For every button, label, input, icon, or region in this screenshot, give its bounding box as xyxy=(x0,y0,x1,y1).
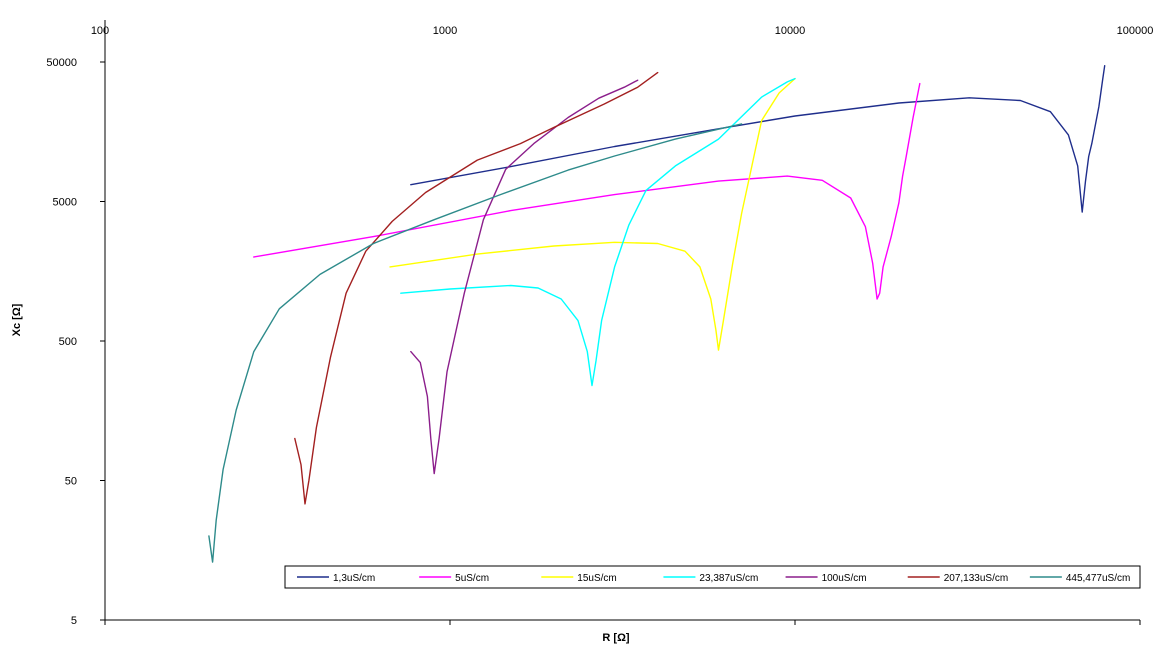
legend-label: 23,387uS/cm xyxy=(699,573,758,584)
legend: 1,3uS/cm 5uS/cm 15uS/cm 23,387uS/cm 100uS/cm… xyxy=(284,565,1141,589)
x-tick-label: 10000 xyxy=(775,25,806,37)
series-line-3 xyxy=(389,77,796,351)
series-line-2 xyxy=(253,82,921,300)
legend-box xyxy=(284,565,1141,589)
x-tick-label: 100 xyxy=(91,25,109,37)
legend-label: 445,477uS/cm xyxy=(1066,573,1131,584)
x-tick-label: 100000 xyxy=(1117,25,1154,37)
legend-label: 15uS/cm xyxy=(577,573,616,584)
y-tick-label: 5 xyxy=(71,615,77,627)
series-line-5 xyxy=(410,79,639,475)
legend-label: 207,133uS/cm xyxy=(944,573,1009,584)
y-tick-label: 500 xyxy=(59,336,77,348)
series-layer xyxy=(208,65,1106,563)
y-tick-label: 5000 xyxy=(53,196,77,208)
series-line-6 xyxy=(294,71,659,505)
series-line-4 xyxy=(400,77,796,387)
y-tick-label: 50000 xyxy=(46,57,77,69)
legend-label: 1,3uS/cm xyxy=(333,573,375,584)
x-tick-label: 1000 xyxy=(433,25,457,37)
x-axis-title: R [Ω] xyxy=(602,632,629,644)
y-tick-label: 50 xyxy=(65,475,77,487)
legend-label: 100uS/cm xyxy=(822,573,867,584)
series-line-7 xyxy=(208,123,743,563)
y-axis-title: Xc [Ω] xyxy=(11,303,23,336)
axes-layer: 100 1000 10000 100000 5 50 500 5000 50000 xyxy=(46,20,1153,627)
legend-label: 5uS/cm xyxy=(455,573,489,584)
